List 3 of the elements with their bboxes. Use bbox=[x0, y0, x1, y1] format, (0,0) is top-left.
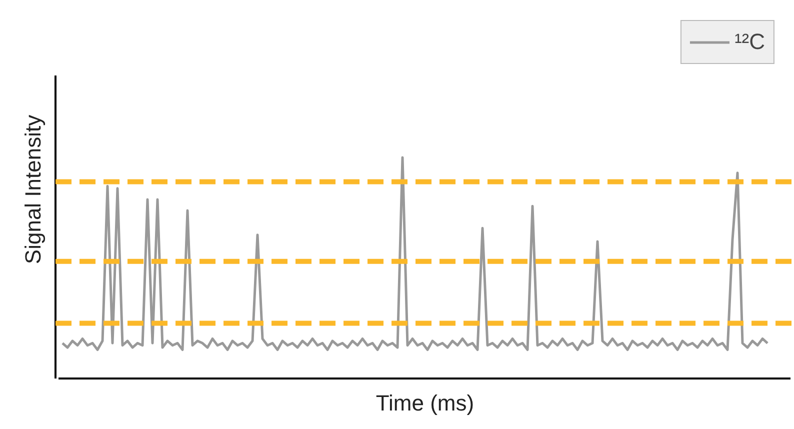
y-axis-title: Signal Intensity bbox=[20, 114, 46, 264]
x-axis-title: Time (ms) bbox=[376, 390, 474, 416]
legend-label: ¹²C bbox=[734, 29, 765, 55]
